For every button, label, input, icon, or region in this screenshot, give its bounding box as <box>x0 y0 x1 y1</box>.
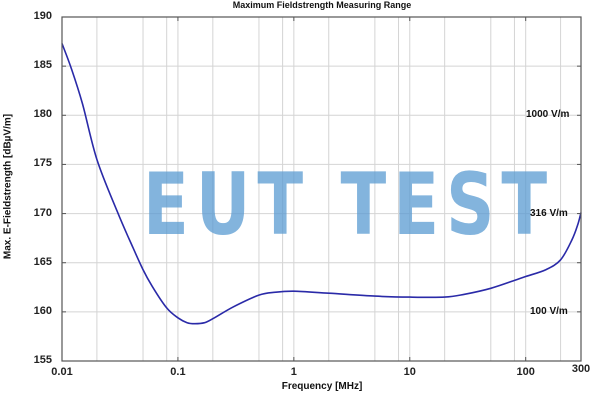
y-tick-label: 180 <box>33 108 52 121</box>
plot-frame <box>61 16 582 362</box>
y-tick-label: 160 <box>33 304 52 317</box>
y-tick-label: 185 <box>33 59 52 72</box>
y-tick-label: 175 <box>33 157 52 170</box>
y-axis-label: Max. E-Fieldstrength [dBµV/m] <box>2 113 14 260</box>
fieldstrength-annotation: 316 V/m <box>530 207 568 219</box>
x-tick-label: 100 <box>516 366 535 378</box>
y-tick-label: 165 <box>33 255 52 268</box>
x-tick-label: 300 <box>571 363 591 375</box>
data-series-line <box>61 43 582 325</box>
fieldstrength-annotation: 1000 V/m <box>526 109 570 121</box>
watermark: EUT TEST <box>143 155 555 255</box>
y-tick-label: 190 <box>33 10 52 22</box>
y-tick-label: 170 <box>33 206 52 219</box>
x-tick-label: 10 <box>403 366 416 378</box>
x-tick-label: 0.1 <box>170 366 186 378</box>
x-tick-label: 1 <box>290 366 297 378</box>
y-tick-label: 155 <box>33 354 52 366</box>
chart-title: Maximum Fieldstrength Measuring Range <box>232 0 412 10</box>
fieldstrength-annotation: 100 V/m <box>530 305 568 317</box>
x-axis-label: Frequency [MHz] <box>281 381 363 392</box>
x-tick-label: 0.01 <box>51 366 73 378</box>
